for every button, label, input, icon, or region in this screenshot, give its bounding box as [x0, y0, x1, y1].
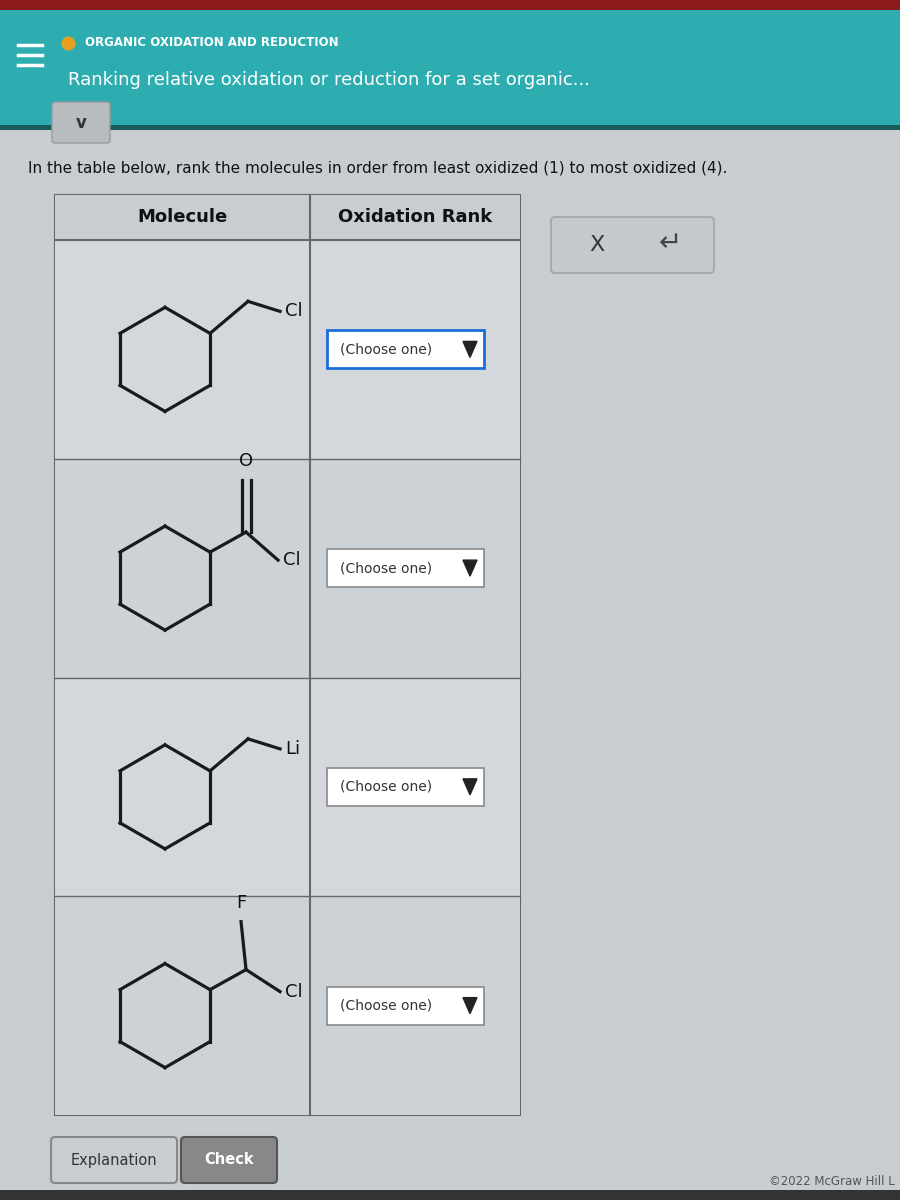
FancyBboxPatch shape: [327, 768, 484, 806]
FancyBboxPatch shape: [55, 896, 520, 1115]
FancyBboxPatch shape: [327, 986, 484, 1025]
Text: Explanation: Explanation: [71, 1152, 158, 1168]
Text: F: F: [236, 894, 247, 912]
FancyBboxPatch shape: [55, 678, 520, 896]
FancyBboxPatch shape: [52, 102, 110, 143]
Text: (Choose one): (Choose one): [340, 342, 432, 356]
FancyBboxPatch shape: [55, 194, 520, 1115]
FancyBboxPatch shape: [55, 240, 520, 458]
Text: (Choose one): (Choose one): [340, 998, 432, 1013]
FancyBboxPatch shape: [0, 125, 900, 130]
FancyBboxPatch shape: [327, 330, 484, 368]
Text: Molecule: Molecule: [138, 209, 228, 227]
Polygon shape: [463, 560, 477, 576]
Text: Cl: Cl: [285, 302, 302, 320]
Text: X: X: [590, 235, 605, 254]
FancyBboxPatch shape: [0, 0, 900, 10]
Polygon shape: [463, 341, 477, 358]
Text: v: v: [76, 114, 86, 132]
FancyBboxPatch shape: [0, 1190, 900, 1200]
Text: Ranking relative oxidation or reduction for a set organic...: Ranking relative oxidation or reduction …: [68, 71, 590, 89]
Text: Cl: Cl: [283, 551, 301, 569]
Text: Li: Li: [285, 740, 301, 758]
Text: In the table below, rank the molecules in order from least oxidized (1) to most : In the table below, rank the molecules i…: [28, 161, 727, 175]
FancyBboxPatch shape: [0, 10, 900, 125]
Text: O: O: [239, 452, 253, 470]
Text: Check: Check: [204, 1152, 254, 1168]
FancyBboxPatch shape: [55, 194, 520, 240]
Text: ↵: ↵: [659, 229, 681, 257]
FancyBboxPatch shape: [51, 1138, 177, 1183]
Text: (Choose one): (Choose one): [340, 562, 432, 575]
FancyBboxPatch shape: [181, 1138, 277, 1183]
FancyBboxPatch shape: [55, 458, 520, 678]
Text: Oxidation Rank: Oxidation Rank: [338, 209, 492, 227]
Text: Cl: Cl: [285, 983, 302, 1001]
FancyBboxPatch shape: [327, 550, 484, 587]
Text: (Choose one): (Choose one): [340, 780, 432, 794]
Polygon shape: [463, 779, 477, 794]
Polygon shape: [463, 997, 477, 1014]
Text: ORGANIC OXIDATION AND REDUCTION: ORGANIC OXIDATION AND REDUCTION: [85, 36, 338, 49]
Text: ©2022 McGraw Hill L: ©2022 McGraw Hill L: [770, 1175, 895, 1188]
FancyBboxPatch shape: [551, 217, 714, 272]
